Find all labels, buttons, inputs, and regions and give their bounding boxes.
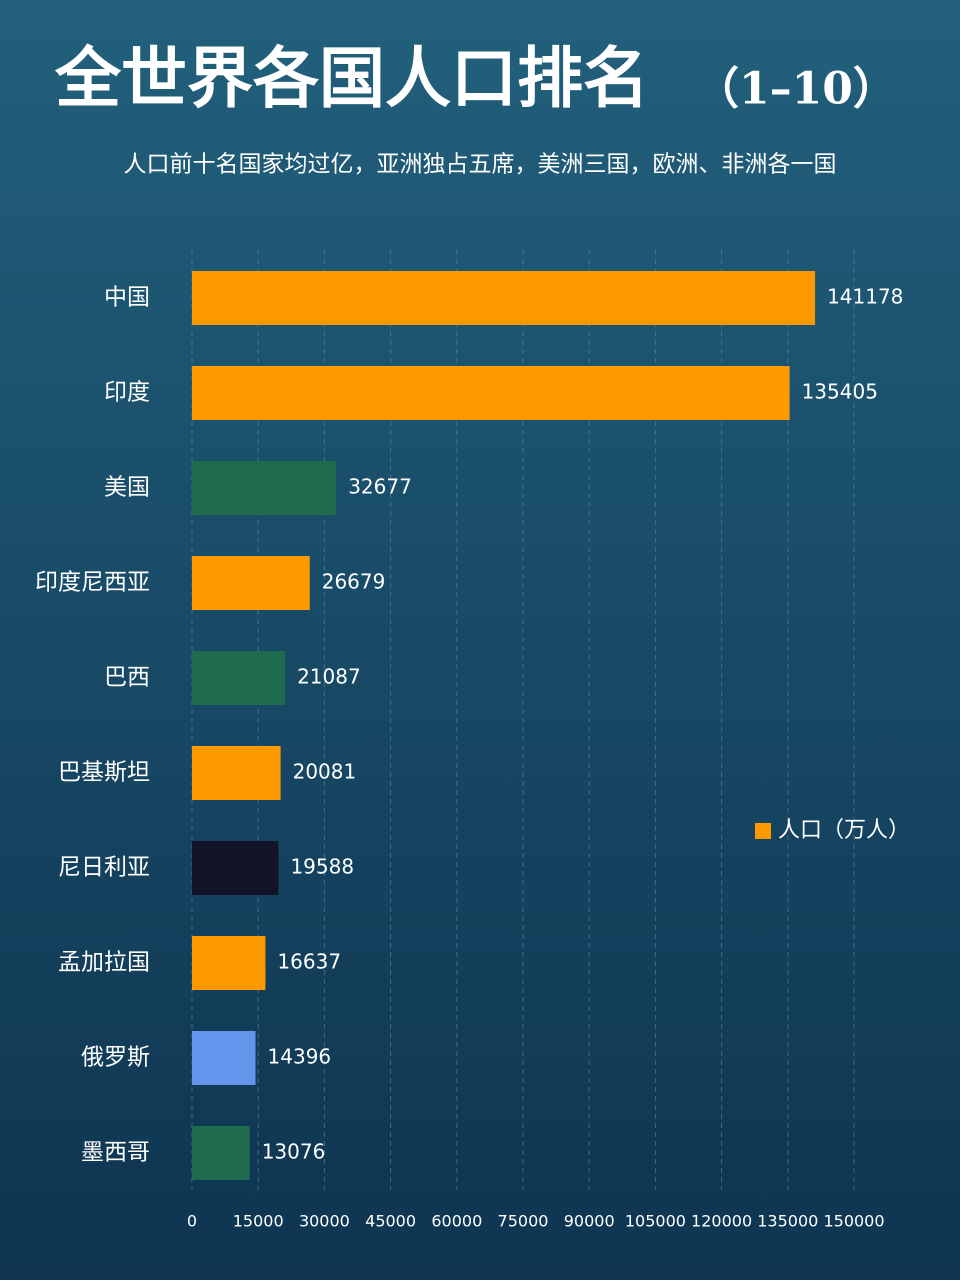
value-label: 13076 (262, 1140, 326, 1164)
y-tick-label: 中国 (104, 285, 150, 311)
y-tick-label: 美国 (104, 475, 150, 501)
y-tick-label: 巴基斯坦 (58, 760, 150, 786)
x-tick-label: 90000 (564, 1212, 615, 1231)
bar (192, 1126, 250, 1180)
x-tick-label: 45000 (365, 1212, 416, 1231)
y-tick-label: 孟加拉国 (58, 950, 150, 976)
x-tick-label: 105000 (625, 1212, 686, 1231)
bar (192, 936, 266, 990)
bar (192, 271, 816, 325)
value-label: 32677 (348, 475, 412, 499)
x-tick-label: 120000 (691, 1212, 752, 1231)
bar (192, 746, 281, 800)
value-label: 20081 (293, 760, 357, 784)
x-tick-label: 60000 (431, 1212, 482, 1231)
x-tick-label: 0 (187, 1212, 197, 1231)
value-label: 26679 (322, 570, 386, 594)
value-label: 21087 (297, 665, 361, 689)
legend-label: 人口（万人） (778, 818, 910, 843)
value-label: 14396 (268, 1045, 332, 1069)
chart-subtitle: 人口前十名国家均过亿，亚洲独占五席，美洲三国，欧洲、非洲各一国 (124, 152, 837, 178)
bar (192, 1031, 256, 1085)
x-tick-label: 75000 (498, 1212, 549, 1231)
legend-marker (755, 823, 771, 839)
value-label: 19588 (290, 855, 354, 879)
bar (192, 841, 279, 895)
y-tick-label: 尼日利亚 (58, 855, 150, 881)
y-tick-label: 印度 (104, 380, 150, 406)
y-tick-label: 俄罗斯 (81, 1045, 150, 1071)
chart-title: 全世界各国人口排名 (54, 39, 649, 117)
bar (192, 556, 310, 610)
x-tick-label: 135000 (757, 1212, 818, 1231)
x-tick-label: 15000 (233, 1212, 284, 1231)
x-tick-label: 150000 (823, 1212, 884, 1231)
y-tick-label: 墨西哥 (81, 1140, 150, 1166)
value-label: 16637 (277, 950, 341, 974)
chart-title-range: （1–10） (695, 64, 897, 115)
value-label: 135405 (802, 380, 878, 404)
y-tick-label: 印度尼西亚 (35, 570, 150, 596)
bar (192, 366, 790, 420)
y-tick-label: 巴西 (104, 665, 150, 691)
value-label: 141178 (827, 285, 903, 309)
bar (192, 461, 337, 515)
bar (192, 651, 286, 705)
x-tick-label: 30000 (299, 1212, 350, 1231)
